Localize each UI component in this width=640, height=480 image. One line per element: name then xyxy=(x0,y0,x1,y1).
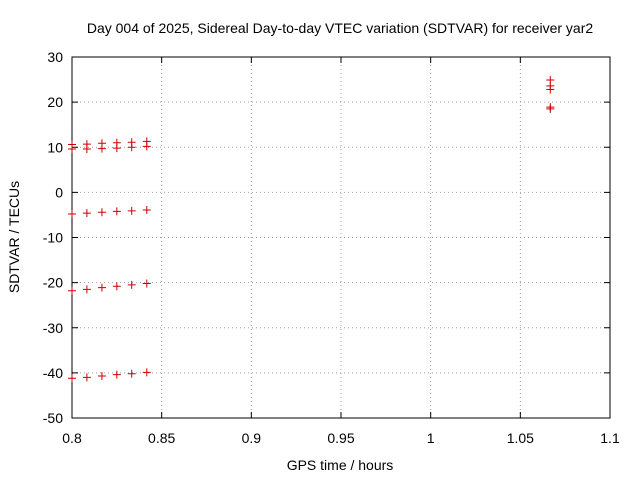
y-tick-label: 0 xyxy=(55,184,63,200)
data-point xyxy=(68,286,76,295)
x-tick-label: 0.9 xyxy=(242,430,262,446)
data-point xyxy=(82,145,91,154)
axis-ticks xyxy=(71,56,611,419)
y-axis-label: SDTVAR / TECUs xyxy=(6,181,22,293)
data-point xyxy=(127,206,136,215)
data-point xyxy=(97,144,106,153)
y-tick-label: -10 xyxy=(43,230,63,246)
data-point xyxy=(142,142,151,151)
x-tick-label: 1 xyxy=(427,430,435,446)
data-point xyxy=(68,374,76,383)
y-tick-label: 10 xyxy=(47,139,63,155)
data-point xyxy=(127,280,136,289)
y-tick-label: 30 xyxy=(47,49,63,65)
data-point xyxy=(112,282,121,291)
data-point xyxy=(546,104,555,113)
data-points xyxy=(68,76,555,383)
data-point xyxy=(142,279,151,288)
data-point xyxy=(127,143,136,152)
data-point xyxy=(97,372,106,381)
x-tick-label: 1.1 xyxy=(600,430,620,446)
data-point xyxy=(142,368,151,377)
x-axis-label: GPS time / hours xyxy=(287,457,394,473)
y-tick-label: -50 xyxy=(43,410,63,426)
grid-lines xyxy=(72,57,610,418)
x-tick-label: 1.05 xyxy=(507,430,534,446)
data-point xyxy=(142,205,151,214)
data-point xyxy=(127,369,136,378)
x-tick-label: 0.95 xyxy=(327,430,354,446)
data-point xyxy=(546,85,555,94)
data-point xyxy=(82,373,91,382)
y-tick-label: -20 xyxy=(43,275,63,291)
data-point xyxy=(82,209,91,218)
data-point xyxy=(82,285,91,294)
data-point xyxy=(68,145,76,154)
y-tick-label: -40 xyxy=(43,365,63,381)
chart-title: Day 004 of 2025, Sidereal Day-to-day VTE… xyxy=(87,20,593,36)
data-point xyxy=(112,144,121,153)
data-point xyxy=(112,207,121,216)
data-point xyxy=(97,208,106,217)
data-point xyxy=(112,370,121,379)
tick-labels: 0.8 0.85 0.9 0.95 1 1.05 1.1 -50 -40 -30 -20 -10 0 10… xyxy=(43,49,620,446)
x-tick-label: 0.85 xyxy=(148,430,175,446)
data-point xyxy=(68,210,76,219)
data-point xyxy=(97,283,106,292)
y-tick-label: -30 xyxy=(43,320,63,336)
x-tick-label: 0.8 xyxy=(62,430,82,446)
y-tick-label: 20 xyxy=(47,94,63,110)
